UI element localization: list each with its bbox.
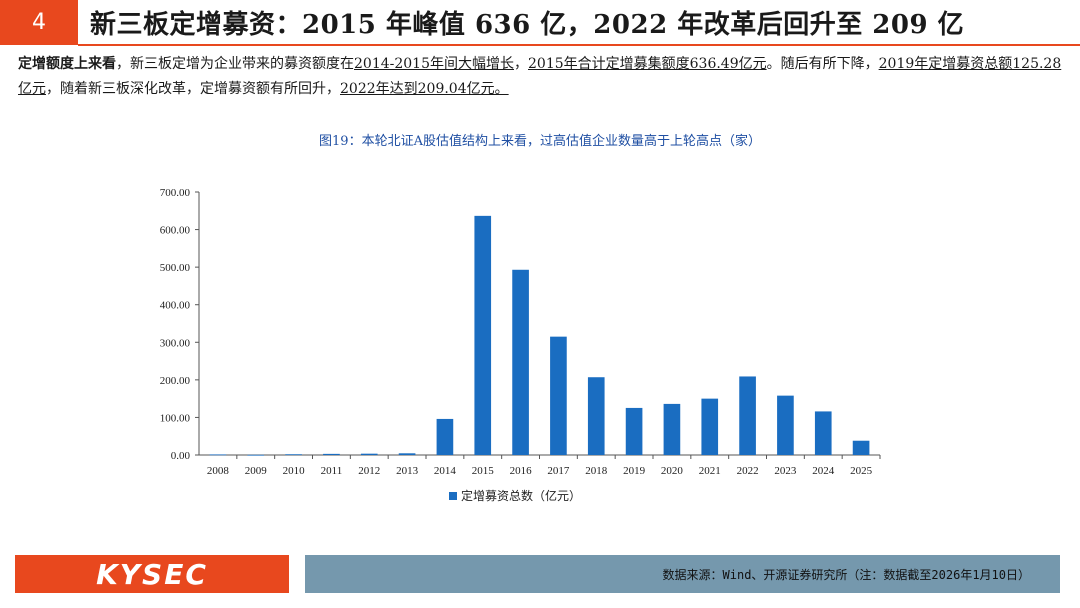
paragraph-text: 。随后有所下降， <box>766 56 879 72</box>
bar-2023 <box>777 395 794 455</box>
legend-swatch <box>449 492 457 500</box>
x-tick-label: 2012 <box>358 465 380 477</box>
y-tick-label: 200.00 <box>160 375 191 387</box>
bar-2021 <box>701 398 719 455</box>
x-tick-label: 2014 <box>434 465 457 477</box>
x-tick-label: 2020 <box>661 465 684 477</box>
header-divider <box>78 44 1080 46</box>
kysec-logo: KYSEC <box>15 555 289 593</box>
y-tick-label: 0.00 <box>171 450 191 462</box>
bar-2010 <box>285 454 302 456</box>
bar-2014 <box>436 418 454 455</box>
y-tick-label: 700.00 <box>160 187 191 199</box>
bar-2015 <box>474 215 492 455</box>
y-tick-label: 600.00 <box>160 225 191 237</box>
x-tick-label: 2013 <box>396 465 419 477</box>
x-tick-label: 2011 <box>321 465 343 477</box>
bar-2013 <box>398 453 416 455</box>
x-tick-label: 2018 <box>585 465 608 477</box>
x-tick-label: 2019 <box>623 465 646 477</box>
y-tick-label: 400.00 <box>160 300 191 312</box>
bar-2018 <box>587 377 605 455</box>
paragraph-text: ，随着新三板深化改革，定增募资额有所回升， <box>46 81 340 97</box>
paragraph-text: ，新三板定增为企业带来的募资额度在 <box>116 56 354 72</box>
x-tick-label: 2010 <box>283 465 306 477</box>
paragraph-highlight: 2022年达到209.04亿元。 <box>340 81 509 97</box>
bar-2025 <box>852 440 870 455</box>
footer-source-bar: 数据来源：Wind、开源证券研究所（注：数据截至2026年1月10日） <box>305 555 1060 593</box>
x-tick-label: 2023 <box>774 465 797 477</box>
bar-2017 <box>550 336 567 455</box>
x-tick-label: 2016 <box>510 465 533 477</box>
bar-2008 <box>209 454 227 456</box>
x-tick-label: 2025 <box>850 465 873 477</box>
x-tick-label: 2024 <box>812 465 835 477</box>
slide-header: 4 新三板定增募资：2015 年峰值 636 亿，2022 年改革后回升至 20… <box>0 0 1080 48</box>
x-tick-label: 2015 <box>472 465 495 477</box>
paragraph-highlight: 2014-2015年间大幅增长 <box>354 56 514 72</box>
paragraph-highlight: 2019年定增募资总额125.28亿元 <box>18 56 1062 97</box>
x-tick-label: 2008 <box>207 465 230 477</box>
paragraph-highlight: 2015年合计定增募集额度636.49亿元 <box>528 56 767 72</box>
y-tick-label: 500.00 <box>160 262 191 274</box>
bar-2019 <box>625 407 643 455</box>
y-tick-label: 100.00 <box>160 412 191 424</box>
paragraph-lead: 定增额度上来看 <box>18 56 116 72</box>
slide-title: 新三板定增募资：2015 年峰值 636 亿，2022 年改革后回升至 209 … <box>90 10 965 40</box>
data-source-note: 数据来源：Wind、开源证券研究所（注：数据截至2026年1月10日） <box>662 567 1030 582</box>
figure-title: 图19：本轮北证A股估值结构上来看，过高估值企业数量高于上轮高点（家） <box>319 134 761 149</box>
logo-text: KYSEC <box>96 557 208 591</box>
legend-label: 定增募资总数（亿元） <box>461 488 581 503</box>
bar-2012 <box>360 453 378 455</box>
section-number-badge: 4 <box>0 0 78 45</box>
summary-paragraph: 定增额度上来看，新三板定增为企业带来的募资额度在2014-2015年间大幅增长，… <box>18 52 1063 102</box>
x-tick-label: 2022 <box>737 465 759 477</box>
bar-2020 <box>663 403 681 455</box>
bar-2022 <box>739 376 756 455</box>
y-tick-label: 300.00 <box>160 337 191 349</box>
x-tick-label: 2017 <box>547 465 570 477</box>
bar-2016 <box>512 269 529 455</box>
x-tick-label: 2021 <box>699 465 721 477</box>
bar-2011 <box>323 453 340 455</box>
x-tick-label: 2009 <box>245 465 268 477</box>
bar-2024 <box>814 411 832 455</box>
bar-2009 <box>247 454 265 456</box>
paragraph-text: ， <box>514 56 528 72</box>
bar-chart: 0.00 100.00 200.00 300.00 400.00 500.00 600.00… <box>160 187 881 503</box>
